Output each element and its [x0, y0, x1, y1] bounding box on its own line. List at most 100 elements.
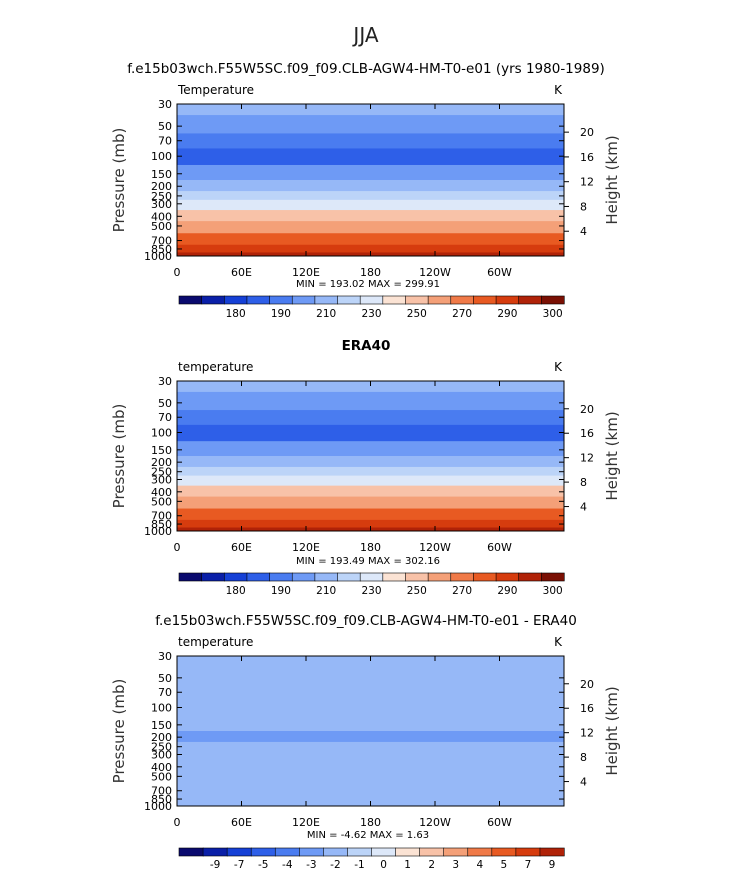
x-tick-label: 120E [292, 816, 320, 829]
y-axis-label: Pressure (mb) [110, 128, 128, 233]
y-tick-label: 30 [158, 98, 172, 111]
contour-band [177, 741, 564, 752]
contour-band [177, 410, 564, 426]
contour-band [177, 475, 564, 487]
colorbar-label: 180 [226, 308, 246, 320]
contour-band [177, 381, 564, 393]
colorbar-label: -2 [330, 859, 340, 871]
colorbar-swatch [337, 295, 361, 305]
colorbar-swatch [314, 295, 339, 305]
y-tick-label: 850 [151, 243, 172, 256]
contour-band [177, 466, 564, 477]
y-tick-label: 700 [151, 785, 172, 798]
colorbar-swatch [178, 295, 203, 305]
colorbar-swatch [382, 295, 407, 305]
x-tick-label: 120E [292, 541, 320, 554]
contour-band [177, 760, 564, 773]
colorbar-label: -7 [234, 859, 244, 871]
contour-band [177, 441, 564, 457]
contour-band [177, 716, 564, 732]
contour-band [177, 783, 564, 796]
contour-band [177, 456, 564, 468]
y2-tick-label: 4 [580, 776, 587, 789]
colorbar-swatch [515, 847, 541, 857]
y-tick-label: 250 [151, 190, 172, 203]
x-tick-label: 180 [360, 541, 381, 554]
colorbar-label: 210 [316, 308, 336, 320]
colorbar-swatch [467, 847, 493, 857]
y-tick-label: 100 [151, 702, 172, 715]
y2-tick-label: 20 [580, 126, 594, 139]
x-tick-label: 0 [174, 816, 181, 829]
y-tick-label: 500 [151, 770, 172, 783]
panel-title: f.e15b03wch.F55W5SC.f09_f09.CLB-AGW4-HM-… [127, 61, 605, 77]
x-tick-label: 120E [292, 266, 320, 279]
colorbar-swatch [405, 295, 429, 305]
colorbar-label: 4 [476, 859, 483, 871]
colorbar-label: 290 [497, 308, 517, 320]
colorbar-swatch [250, 847, 276, 857]
y-tick-label: 70 [158, 135, 172, 148]
y-axis-label: Pressure (mb) [110, 404, 128, 509]
colorbar-label: 3 [452, 859, 459, 871]
contour-band [177, 221, 564, 234]
y-tick-label: 200 [151, 180, 172, 193]
chart-panel-1: f.e15b03wch.F55W5SC.f09_f09.CLB-AGW4-HM-… [110, 61, 621, 320]
colorbar-label: 7 [525, 859, 532, 871]
y2-tick-label: 20 [580, 678, 594, 691]
contour-band [177, 104, 564, 116]
y2-tick-label: 16 [580, 151, 594, 164]
colorbar-label: 300 [543, 308, 563, 320]
contour-band [177, 199, 564, 211]
y-tick-label: 850 [151, 793, 172, 806]
y2-tick-label: 8 [580, 751, 587, 764]
colorbar-label: 190 [271, 585, 291, 597]
panel-title: f.e15b03wch.F55W5SC.f09_f09.CLB-AGW4-HM-… [155, 613, 577, 629]
colorbar-swatch [405, 572, 429, 582]
min-max-label: MIN = -4.62 MAX = 1.63 [307, 830, 429, 841]
x-tick-label: 0 [174, 541, 181, 554]
chart-panel-3: f.e15b03wch.F55W5SC.f09_f09.CLB-AGW4-HM-… [110, 613, 621, 871]
contour-band [177, 771, 564, 785]
y-tick-label: 250 [151, 466, 172, 479]
y2-tick-label: 12 [580, 452, 594, 465]
colorbar-swatch [427, 572, 452, 582]
colorbar-swatch [299, 847, 324, 857]
units-label: K [554, 83, 563, 97]
y-tick-label: 300 [151, 198, 172, 211]
colorbar-label: 9 [549, 859, 556, 871]
colorbar-label: 250 [407, 585, 427, 597]
colorbar-swatch [269, 295, 293, 305]
x-tick-label: 60E [231, 816, 252, 829]
colorbar-label: -9 [210, 859, 220, 871]
colorbar-label: 300 [543, 585, 563, 597]
colorbar-swatch [201, 572, 225, 582]
min-max-label: MIN = 193.02 MAX = 299.91 [296, 279, 440, 290]
colorbar: -9 -7 -5 -4 -3 -2 -1 0 1 2 3 4 5 7 9 [178, 847, 565, 871]
y-tick-label: 150 [151, 719, 172, 732]
contour-band [177, 485, 564, 498]
y2-tick-label: 12 [580, 176, 594, 189]
colorbar-label: 290 [497, 585, 517, 597]
colorbar-label: 1 [404, 859, 411, 871]
x-tick-label: 60W [487, 266, 512, 279]
colorbar-label: -5 [258, 859, 268, 871]
colorbar-swatch [359, 295, 384, 305]
y2-axis-label: Height (km) [603, 135, 621, 224]
min-max-label: MIN = 193.49 MAX = 302.16 [296, 556, 440, 567]
y-tick-label: 30 [158, 375, 172, 388]
y2-tick-label: 8 [580, 200, 587, 213]
y-tick-label: 70 [158, 686, 172, 699]
colorbar-swatch [371, 847, 397, 857]
colorbar-label: 2 [428, 859, 435, 871]
y-tick-label: 30 [158, 650, 172, 663]
colorbar-swatch [541, 572, 565, 582]
units-label: K [554, 635, 563, 649]
contour-fill [177, 104, 564, 257]
y-tick-label: 50 [158, 120, 172, 133]
colorbar-label: 230 [361, 585, 381, 597]
contour-band [177, 148, 564, 166]
colorbar-swatch [223, 572, 248, 582]
colorbar-swatch [178, 572, 203, 582]
